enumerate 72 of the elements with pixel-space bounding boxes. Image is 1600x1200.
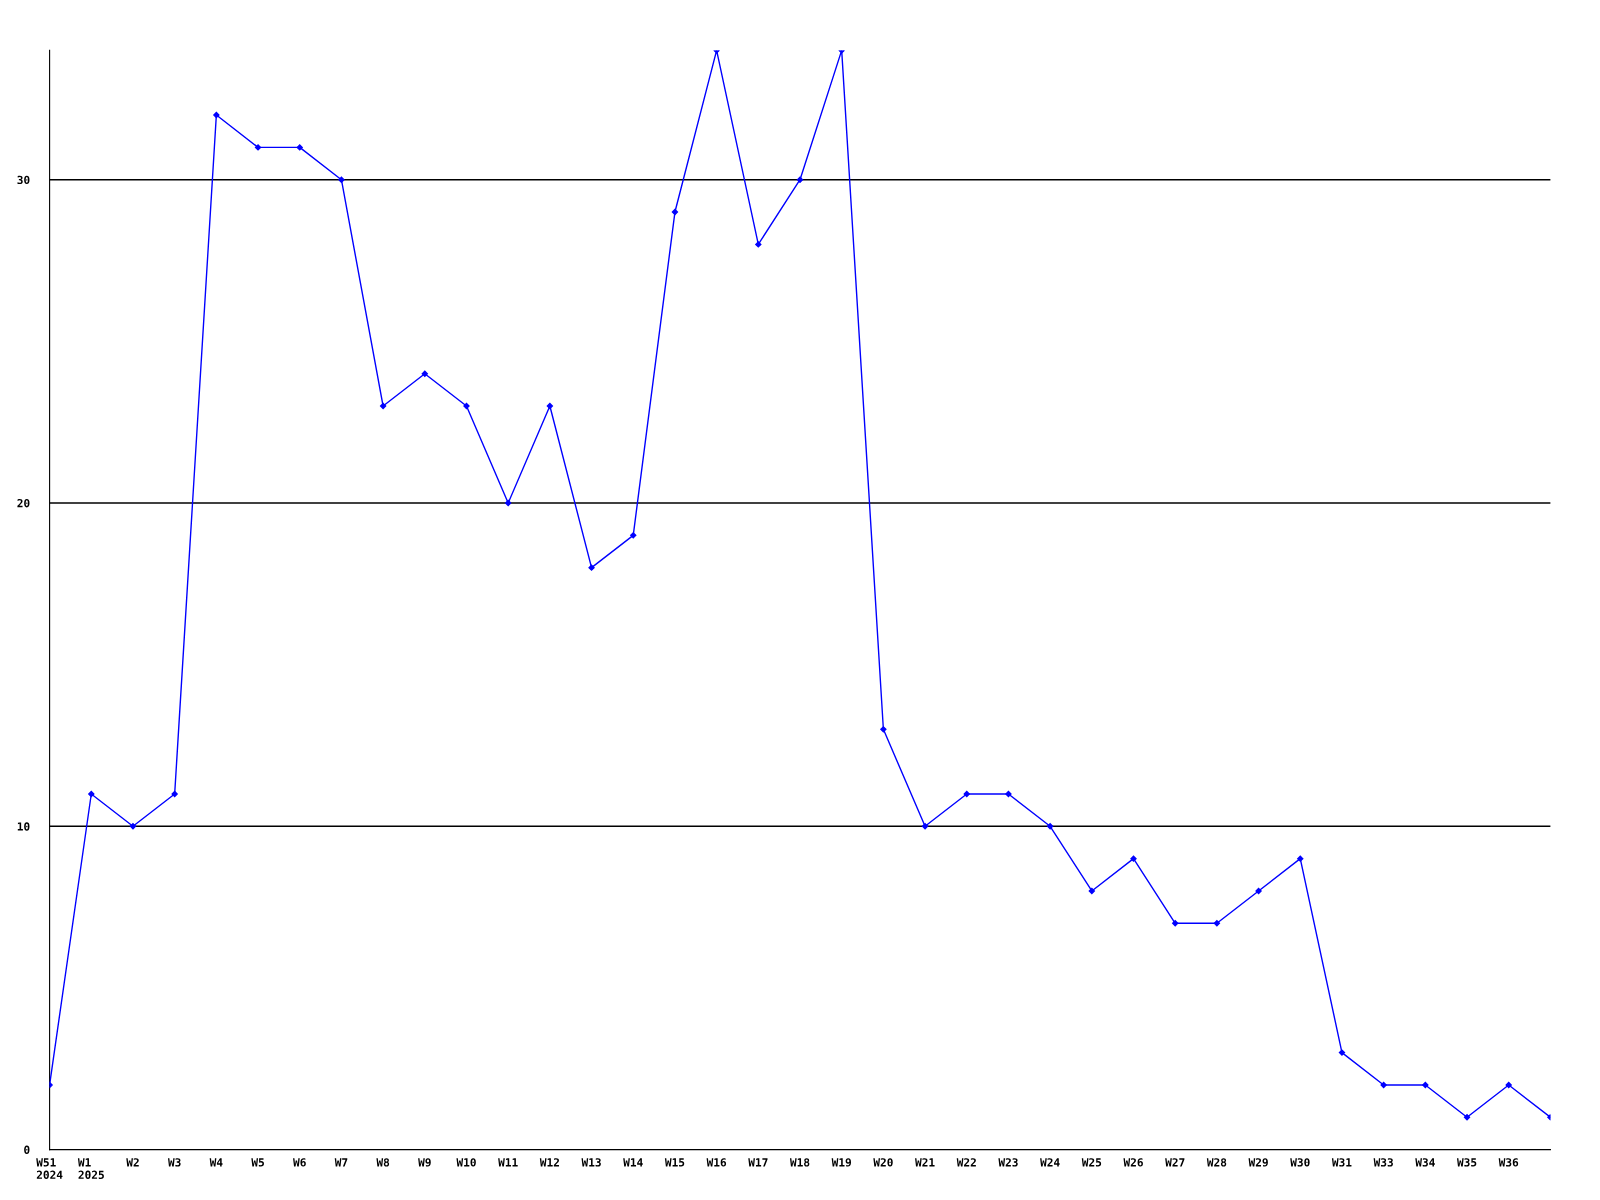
x-tick-label: W21: [915, 1158, 935, 1167]
x-tick-label: W24: [1040, 1158, 1060, 1167]
point: [1338, 1049, 1346, 1056]
point: [630, 532, 637, 539]
x-tick-label: W23: [998, 1158, 1018, 1167]
point: [1255, 887, 1262, 895]
point: [963, 790, 970, 798]
point: [880, 726, 887, 733]
point: [88, 790, 95, 798]
x-tick-label: W10: [456, 1158, 476, 1167]
point: [921, 823, 929, 830]
x-tick-label: W26: [1123, 1158, 1143, 1167]
point: [1380, 1081, 1387, 1089]
x-tick-label: W8: [376, 1158, 390, 1167]
x-tick-label: W28: [1206, 1158, 1227, 1167]
x-tick-label: W22: [956, 1158, 976, 1167]
x-tick-label: W6: [293, 1158, 306, 1167]
point: [1005, 790, 1012, 798]
y-tick-label: 20: [17, 498, 30, 508]
point: [755, 241, 762, 248]
x-tick-label: W11: [498, 1158, 518, 1167]
point: [1213, 920, 1221, 927]
point: [505, 499, 512, 507]
point: [338, 176, 345, 183]
point: [1422, 1081, 1429, 1089]
point: [171, 790, 178, 798]
x-tick-label: W7: [334, 1158, 348, 1167]
x-tick-label: W30: [1290, 1158, 1310, 1167]
x-tick-label: W13: [581, 1158, 601, 1167]
x-tick-label: W31: [1331, 1158, 1352, 1167]
x-tick-label: W17: [748, 1158, 768, 1167]
point: [1130, 855, 1137, 862]
x-tick-label: W15: [664, 1158, 685, 1167]
point: [1505, 1081, 1512, 1089]
x-tick-label: W36: [1498, 1158, 1519, 1167]
y-tick-label: 0: [24, 1145, 30, 1154]
x-tick-label: W33: [1373, 1158, 1393, 1167]
x-tick-label: W12: [539, 1158, 559, 1167]
point: [1463, 1114, 1471, 1121]
x-tick-label: W5: [251, 1158, 264, 1167]
point: [1088, 887, 1095, 895]
x-tick-label: W34: [1415, 1158, 1435, 1167]
point: [546, 402, 554, 410]
x-tick-label: W51 2024: [36, 1158, 63, 1179]
x-tick-label: W9: [418, 1158, 431, 1167]
x-tick-label: W27: [1165, 1158, 1185, 1167]
x-tick-label: W14: [623, 1158, 643, 1167]
x-tick-label: W2: [126, 1158, 139, 1167]
point: [421, 370, 428, 377]
point: [379, 402, 387, 410]
y-tick-label: 10: [17, 822, 30, 831]
x-tick-label: W35: [1456, 1158, 1477, 1167]
point: [1297, 855, 1304, 862]
x-tick-label: W20: [873, 1158, 893, 1167]
x-tick-label: W3: [167, 1158, 181, 1167]
point: [1172, 920, 1179, 927]
x-tick-label: W18: [789, 1158, 810, 1167]
point: [254, 144, 262, 151]
point: [1046, 823, 1054, 830]
point: [671, 208, 679, 216]
x-tick-label: W16: [706, 1158, 727, 1167]
point: [796, 176, 804, 183]
point: [213, 111, 220, 119]
point: [588, 564, 595, 571]
x-tick-label: W19: [831, 1158, 852, 1167]
point: [129, 823, 137, 830]
x-tick-label: W25: [1081, 1158, 1102, 1167]
x-tick-label: W4: [209, 1158, 223, 1167]
y-tick-label: 30: [17, 175, 30, 185]
x-tick-label: W1 2025: [77, 1158, 104, 1179]
x-tick-label: W29: [1248, 1158, 1268, 1167]
point: [296, 144, 303, 151]
